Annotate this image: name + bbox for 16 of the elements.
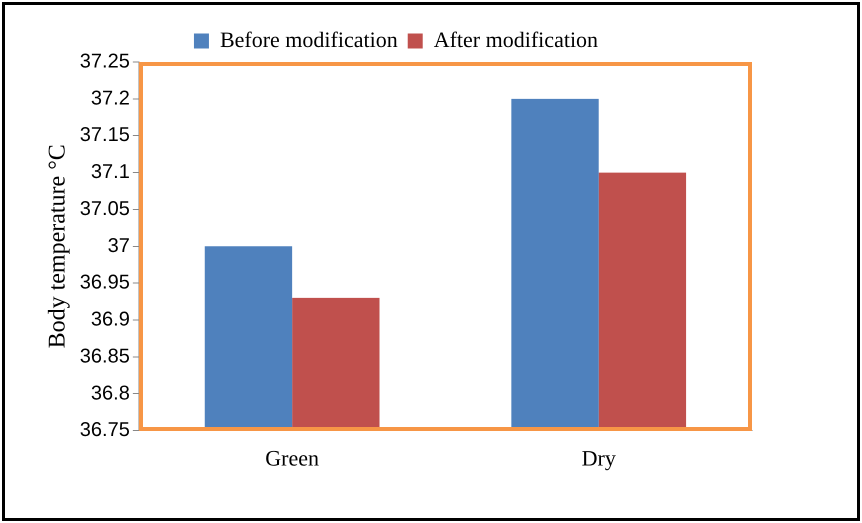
y-tick-label: 37.15 xyxy=(80,124,130,146)
y-tick-label: 37.25 xyxy=(80,50,130,73)
y-axis-title: Body temperature °C xyxy=(44,144,71,348)
y-tick-label: 36.95 xyxy=(80,272,130,294)
y-tick-label: 37.05 xyxy=(80,198,130,220)
y-tick-label: 37 xyxy=(108,234,130,257)
y-tick-label: 36.75 xyxy=(80,419,130,442)
y-tick-label: 37.2 xyxy=(90,87,130,110)
x-tick-label: Green xyxy=(265,446,320,471)
x-tick-label: Dry xyxy=(582,446,616,471)
y-tick-label: 36.85 xyxy=(80,345,130,368)
y-tick-label: 37.1 xyxy=(90,161,130,184)
y-tick-label: 36.8 xyxy=(90,382,130,404)
legend-label: After modification xyxy=(434,26,598,52)
y-tick-label: 36.9 xyxy=(90,308,130,331)
legend-label: Before modification xyxy=(220,26,398,52)
